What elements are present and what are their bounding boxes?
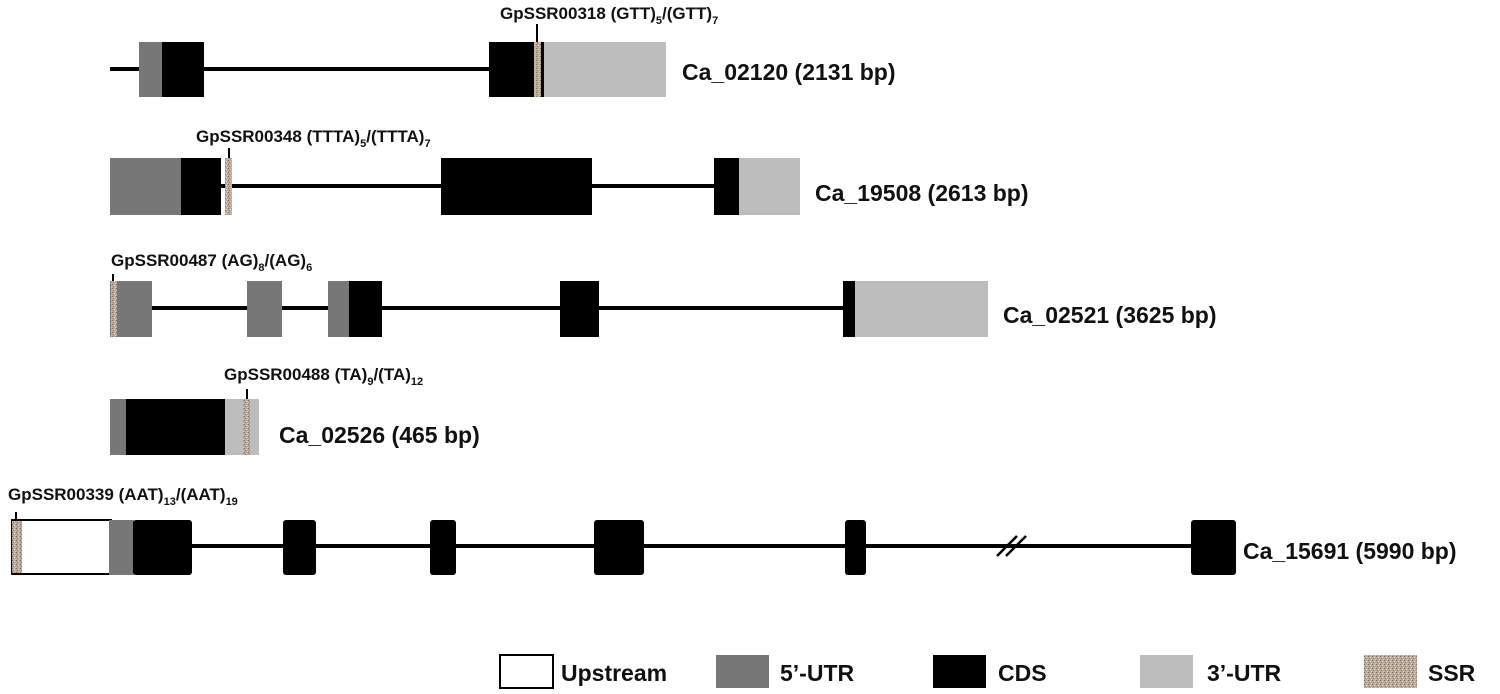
cds-block (181, 158, 221, 215)
cds-block (594, 520, 644, 575)
gene-label: Ca_15691 (5990 bp) (1243, 538, 1457, 564)
gene-ca-02120: GpSSR00318 (GTT)5/(GTT)7 Ca_02120 (2131 … (110, 4, 896, 97)
ssr-label: GpSSR00487 (AG)8/(AG)6 (111, 251, 312, 274)
utr3-block (225, 399, 259, 455)
upstream-block (11, 519, 112, 575)
gene-label: Ca_02120 (2131 bp) (682, 59, 896, 85)
utr5-block (110, 399, 127, 455)
ssr-block (225, 158, 232, 215)
ssr-label: GpSSR00339 (AAT)13/(AAT)19 (8, 485, 238, 508)
cds-block (714, 158, 740, 215)
utr3-block (855, 281, 988, 337)
ssr-block (243, 399, 250, 455)
cds-block (430, 520, 456, 575)
gene-label: Ca_02521 (3625 bp) (1003, 302, 1217, 328)
cds-block (845, 520, 866, 575)
ssr-label: GpSSR00488 (TA)9/(TA)12 (224, 365, 423, 388)
utr5-block (328, 281, 350, 337)
utr5-block (109, 520, 134, 575)
cds-block (133, 520, 192, 575)
ssr-block (12, 521, 22, 573)
gene-label: Ca_02526 (465 bp) (279, 422, 480, 448)
legend: Upstream 5’-UTR CDS 3’-UTR SSR (499, 654, 1476, 689)
cds-block (441, 158, 592, 215)
gene-label: Ca_19508 (2613 bp) (815, 180, 1029, 206)
legend-swatch-utr3 (1140, 655, 1193, 688)
legend-label-ssr: SSR (1428, 660, 1476, 686)
gene-ca-19508: GpSSR00348 (TTTA)5/(TTTA)7 Ca_19508 (261… (110, 127, 1029, 215)
cds-block (283, 520, 316, 575)
legend-swatch-ssr (1364, 655, 1417, 688)
gene-ca-02526: GpSSR00488 (TA)9/(TA)12 Ca_02526 (465 bp… (110, 365, 480, 455)
utr5-block (110, 158, 182, 215)
legend-label-utr5: 5’-UTR (780, 660, 855, 686)
utr3-block (739, 158, 800, 215)
utr3-block (544, 42, 666, 97)
gene-ca-15691: GpSSR00339 (AAT)13/(AAT)19 Ca_15691 (599… (8, 485, 1457, 575)
legend-swatch-utr5 (716, 655, 769, 688)
ssr-label: GpSSR00318 (GTT)5/(GTT)7 (500, 4, 718, 27)
ssr-block (111, 281, 117, 337)
cds-block (560, 281, 599, 337)
cds-block (349, 281, 382, 337)
gene-ca-02521: GpSSR00487 (AG)8/(AG)6 Ca_02521 (3625 bp… (110, 251, 1217, 337)
utr5-block (139, 42, 163, 97)
legend-swatch-cds (933, 655, 986, 688)
utr5-block (247, 281, 282, 337)
cds-block (1191, 520, 1236, 575)
cds-block (843, 281, 855, 337)
ssr-block (534, 42, 541, 97)
legend-label-utr3: 3’-UTR (1207, 660, 1282, 686)
legend-label-upstream: Upstream (561, 660, 667, 686)
legend-label-cds: CDS (998, 660, 1047, 686)
cds-block (162, 42, 204, 97)
cds-block (126, 399, 225, 455)
axis-break-mark (996, 535, 1027, 557)
legend-swatch-upstream (499, 654, 554, 689)
ssr-label: GpSSR00348 (TTTA)5/(TTTA)7 (196, 127, 431, 150)
